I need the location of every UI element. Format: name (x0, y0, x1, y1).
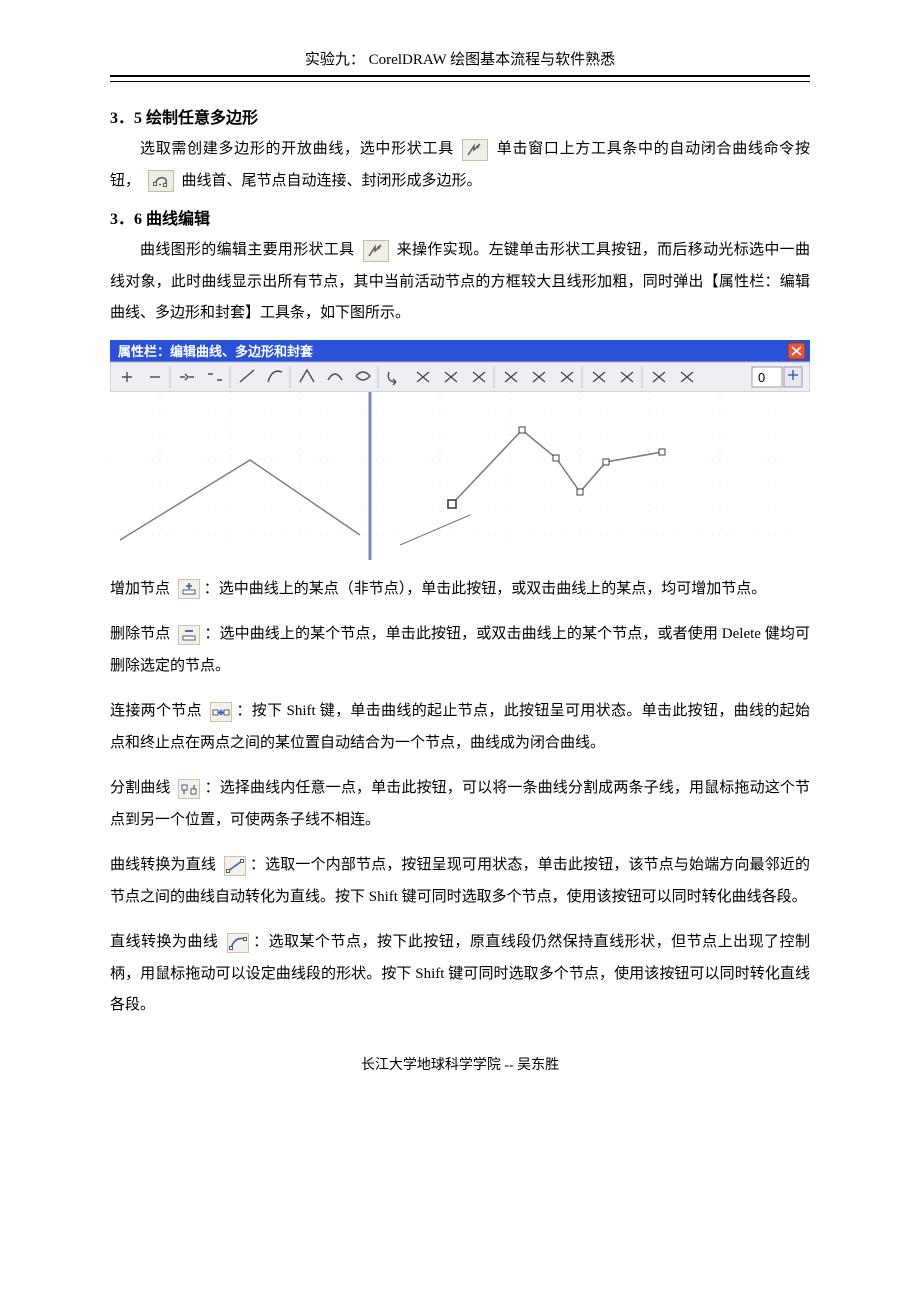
section-3-6-title: 3．6 曲线编辑 (110, 205, 810, 229)
curve-node (603, 459, 609, 465)
align-icon[interactable] (556, 366, 578, 388)
label: 直线转换为曲线 (110, 934, 218, 950)
curve-node (448, 500, 456, 508)
reverse-icon[interactable] (384, 366, 406, 388)
curve-node (519, 427, 525, 433)
label: 分割曲线 (110, 780, 171, 796)
reduce-nodes-field[interactable]: 0 (752, 367, 802, 387)
stretch-icon[interactable] (500, 366, 522, 388)
curve-node (659, 449, 665, 455)
op-curve-to-line: 曲线转换为直线 ：选取一个内部节点，按钮呈现可用状态，单击此按钮，该节点与始端方… (110, 850, 810, 913)
to-line-icon[interactable] (236, 366, 258, 388)
section-3-5-title: 3．5 绘制任意多边形 (110, 104, 810, 128)
section-3-5-para: 选取需创建多边形的开放曲线，选中形状工具 单击窗口上方工具条中的自动闭合曲线命令… (110, 134, 810, 197)
delete-node-icon (178, 625, 200, 645)
elastic-icon[interactable] (648, 366, 670, 388)
property-bar-figure: 属性栏：编辑曲线、多边形和封套 0 (110, 340, 810, 560)
page: 实验九： CorelDRAW 绘图基本流程与软件熟悉 3．5 绘制任意多边形 选… (0, 0, 920, 1302)
break-node-icon[interactable] (204, 366, 226, 388)
rotate-icon[interactable] (528, 366, 550, 388)
section-3-6-para: 曲线图形的编辑主要用形状工具 来操作实现。左键单击形状工具按钮，而后移动光标选中… (110, 235, 810, 330)
to-line-icon (224, 856, 246, 876)
op-delete-node: 删除节点 ：选中曲线上的某个节点，单击此按钮，或双击曲线上的某个节点，或者使用 … (110, 619, 810, 682)
page-header-title: 实验九： CorelDRAW 绘图基本流程与软件熟悉 (110, 48, 810, 77)
toolbar-title: 属性栏：编辑曲线、多边形和封套 (118, 344, 314, 359)
label: 增加节点 (110, 581, 170, 597)
to-curve-icon[interactable] (264, 366, 286, 388)
label: 曲线转换为直线 (110, 857, 216, 873)
curve-node (577, 489, 583, 495)
smooth-icon[interactable] (324, 366, 346, 388)
join-nodes-icon[interactable] (176, 366, 198, 388)
autoclose-icon (148, 170, 174, 192)
break-node-icon (178, 779, 200, 799)
join-nodes-icon (210, 702, 232, 722)
op-line-to-curve: 直线转换为曲线 ：选取某个节点，按下此按钮，原直线段仍然保持直线形状，但节点上出… (110, 927, 810, 1022)
add-node-icon[interactable] (116, 366, 138, 388)
page-footer: 长江大学地球科学学院 -- 吴东胜 (110, 1054, 810, 1074)
text: 曲线首、尾节点自动连接、封闭形成多边形。 (182, 173, 482, 189)
reflect-h-icon[interactable] (588, 366, 610, 388)
delete-node-icon[interactable] (144, 366, 166, 388)
symm-icon[interactable] (352, 366, 374, 388)
text: ：选择曲线内任意一点，单击此按钮，可以将一条曲线分割成两条子线，用鼠标拖动这个节… (110, 780, 810, 828)
shape-tool-icon (462, 139, 488, 161)
op-join-nodes: 连接两个节点 ：按下 Shift 键，单击曲线的起止节点，此按钮呈可用状态。单击… (110, 696, 810, 759)
cusp-icon[interactable] (296, 366, 318, 388)
text: ：选中曲线上的某个节点，单击此按钮，或双击曲线上的某个节点，或者使用 Delet… (110, 626, 810, 674)
label: 删除节点 (110, 626, 170, 642)
add-node-icon (178, 579, 200, 599)
shape-tool-icon (363, 240, 389, 262)
extend-icon[interactable] (412, 366, 434, 388)
text: 选取需创建多边形的开放曲线，选中形状工具 (140, 141, 454, 157)
text: ：选中曲线上的某点（非节点），单击此按钮，或双击曲线上的某点，均可增加节点。 (204, 581, 767, 597)
svg-text:0: 0 (758, 370, 765, 385)
op-add-node: 增加节点 ：选中曲线上的某点（非节点），单击此按钮，或双击曲线上的某点，均可增加… (110, 574, 810, 606)
extract-icon[interactable] (440, 366, 462, 388)
close-button[interactable] (788, 343, 805, 359)
to-curve-icon (227, 933, 249, 953)
autoclose-icon[interactable] (468, 366, 490, 388)
op-break-curve: 分割曲线 ：选择曲线内任意一点，单击此按钮，可以将一条曲线分割成两条子线，用鼠标… (110, 773, 810, 836)
label: 连接两个节点 (110, 703, 202, 719)
header-rule (110, 81, 810, 82)
curve-node (553, 455, 559, 461)
reflect-v-icon[interactable] (616, 366, 638, 388)
select-all-icon[interactable] (676, 366, 698, 388)
text: 曲线图形的编辑主要用形状工具 (140, 242, 355, 258)
